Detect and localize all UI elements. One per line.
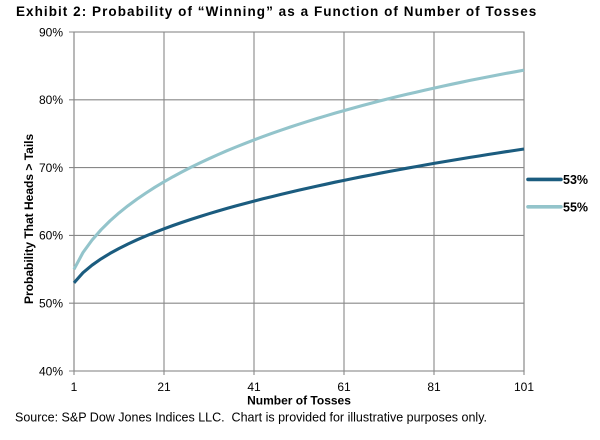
svg-text:60%: 60% xyxy=(39,229,63,243)
svg-text:21: 21 xyxy=(157,380,171,394)
svg-text:101: 101 xyxy=(514,380,534,394)
svg-text:90%: 90% xyxy=(39,25,63,39)
svg-text:80%: 80% xyxy=(39,93,63,107)
svg-text:41: 41 xyxy=(247,380,261,394)
svg-text:53%: 53% xyxy=(563,173,588,187)
svg-text:50%: 50% xyxy=(39,297,63,311)
svg-text:Number of Tosses: Number of Tosses xyxy=(247,394,351,408)
svg-text:Source: S&P Dow Jones Indices: Source: S&P Dow Jones Indices LLC. Chart… xyxy=(15,411,487,425)
svg-text:Probability That Heads > Tails: Probability That Heads > Tails xyxy=(22,134,36,304)
svg-text:70%: 70% xyxy=(39,161,63,175)
svg-text:Exhibit 2: Probability of “Win: Exhibit 2: Probability of “Winning” as a… xyxy=(16,4,537,19)
svg-text:1: 1 xyxy=(71,380,78,394)
svg-text:61: 61 xyxy=(337,380,351,394)
svg-text:81: 81 xyxy=(427,380,441,394)
svg-text:55%: 55% xyxy=(563,201,588,215)
svg-text:40%: 40% xyxy=(39,364,63,378)
